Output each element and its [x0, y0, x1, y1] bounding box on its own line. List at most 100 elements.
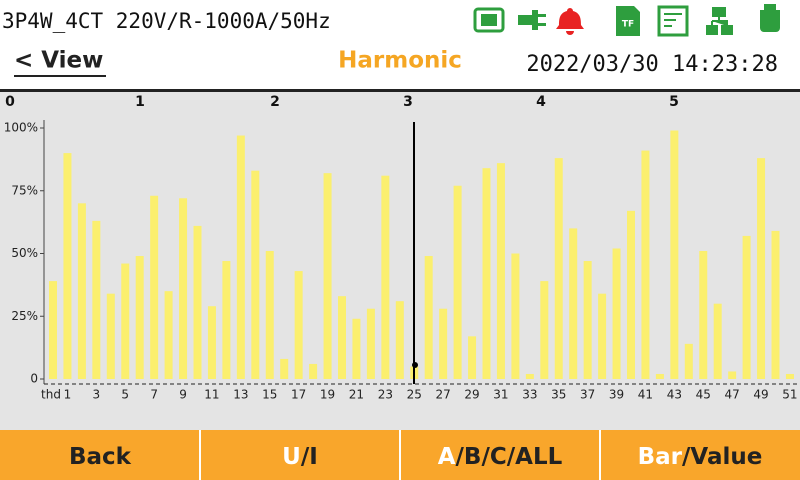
bar	[785, 373, 794, 379]
bar	[771, 230, 780, 379]
bar	[757, 158, 766, 379]
footer-button[interactable]: Bar/Value	[638, 444, 763, 470]
page-number: 3	[403, 94, 413, 110]
x-tick-label: 41	[638, 388, 653, 402]
page-number: 4	[536, 94, 546, 110]
bar	[583, 261, 592, 379]
x-tick-label: 1	[64, 388, 72, 402]
bar	[424, 256, 433, 379]
back-link[interactable]: < View	[14, 48, 103, 74]
x-tick-label: 33	[522, 388, 537, 402]
button-part: /B/C/ALL	[456, 444, 563, 470]
y-tick-label: 25%	[11, 309, 38, 323]
bar	[439, 308, 448, 379]
page-number: 1	[135, 94, 145, 110]
x-tick-label: 19	[320, 388, 335, 402]
bar	[598, 293, 607, 379]
button-part: Back	[69, 444, 132, 470]
bar	[294, 271, 303, 379]
x-tick-label: 39	[609, 388, 624, 402]
x-tick-label: 51	[782, 388, 797, 402]
x-tick-label: 15	[262, 388, 277, 402]
x-tick-label: 21	[349, 388, 364, 402]
button-part: /I	[301, 444, 318, 470]
page-number: 2	[270, 94, 280, 110]
x-tick-label: 37	[580, 388, 595, 402]
x-tick-label: 9	[179, 388, 187, 402]
bar	[381, 175, 390, 379]
bar	[395, 301, 404, 379]
y-tick-label: 75%	[11, 183, 38, 197]
page-number: 5	[669, 94, 679, 110]
y-tick-label: 100%	[4, 121, 38, 135]
bar	[121, 263, 130, 379]
bar	[280, 358, 289, 379]
x-tick-label: 31	[493, 388, 508, 402]
bar	[207, 306, 216, 379]
x-tick-label: 29	[464, 388, 479, 402]
bar	[684, 343, 693, 379]
x-tick-label: 27	[436, 388, 451, 402]
x-tick-label: 17	[291, 388, 306, 402]
x-tick-label: 25	[407, 388, 422, 402]
bar	[728, 371, 737, 379]
bar	[92, 220, 101, 379]
bar	[63, 153, 72, 379]
bar	[453, 185, 462, 379]
x-tick-label: 23	[378, 388, 393, 402]
bar	[554, 158, 563, 379]
bar	[164, 291, 173, 379]
status-icons: TF	[473, 4, 780, 37]
bar	[713, 303, 722, 379]
bar	[49, 281, 57, 379]
bar	[468, 336, 477, 379]
x-tick-label: 49	[753, 388, 768, 402]
y-tick-label: 0	[30, 372, 38, 386]
bar	[511, 253, 520, 379]
bar	[655, 373, 664, 379]
page-number: 0	[5, 94, 15, 110]
bar	[265, 250, 274, 379]
divider	[0, 89, 800, 92]
bar	[366, 308, 375, 379]
footer-button[interactable]: U/I	[282, 444, 318, 470]
bar	[641, 150, 650, 379]
bar	[525, 373, 534, 379]
cursor-dot	[412, 362, 418, 368]
x-tick-label: 47	[725, 388, 740, 402]
bar	[482, 168, 491, 379]
footer-button[interactable]: A/B/C/ALL	[438, 444, 563, 470]
bar	[627, 210, 635, 379]
bar	[309, 363, 318, 379]
bar	[670, 130, 679, 379]
bar	[150, 195, 159, 379]
x-tick-label: 5	[121, 388, 129, 402]
bar	[569, 228, 578, 379]
x-tick-label: 13	[233, 388, 248, 402]
bar	[323, 173, 332, 379]
footer-button[interactable]: Back	[69, 444, 132, 470]
bar	[222, 261, 231, 379]
button-part: /Value	[682, 444, 762, 470]
x-tick-label: 3	[93, 388, 101, 402]
svg-text:TF: TF	[622, 20, 634, 30]
bar	[612, 248, 621, 379]
button-part: Bar	[638, 444, 683, 470]
bar	[699, 250, 708, 379]
x-tick-label: 43	[667, 388, 682, 402]
x-tick-label: 7	[150, 388, 158, 402]
x-tick-label: 45	[696, 388, 711, 402]
bar	[251, 170, 260, 379]
x-tick-label: thd	[41, 388, 61, 402]
bar	[193, 225, 202, 379]
bar	[352, 318, 361, 379]
status: 3P4W_4CT 220V/R-1000A/50Hz	[2, 9, 331, 33]
button-part: A	[438, 444, 456, 470]
bar	[742, 235, 751, 379]
x-tick-label: 35	[551, 388, 566, 402]
bar	[106, 293, 115, 379]
y-tick-label: 50%	[11, 246, 38, 260]
datetime: 2022/03/30 14:23:28	[526, 52, 778, 77]
